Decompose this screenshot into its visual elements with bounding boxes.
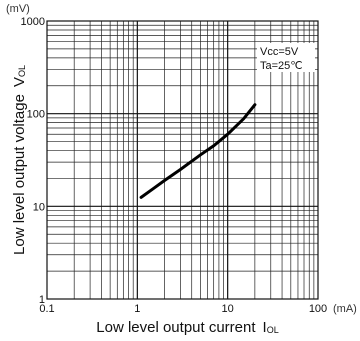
y-tick-label: 1 xyxy=(39,294,45,306)
x-axis-title-symbol: I xyxy=(263,319,267,336)
y-axis-title-main: Low level output voltage xyxy=(11,94,28,255)
x-tick-labels: 0.1 1 10 100 xyxy=(39,303,327,315)
x-tick-label: 1 xyxy=(134,303,140,315)
annotation-ta: Ta=25℃ xyxy=(260,60,303,72)
minor-grid xyxy=(47,21,318,299)
series-line xyxy=(139,103,257,199)
x-tick-label: 100 xyxy=(309,303,327,315)
x-tick-label: 0.1 xyxy=(39,303,54,315)
annotation-background xyxy=(257,43,315,72)
y-tick-labels: 1 10 100 1000 xyxy=(21,16,45,306)
x-axis-title: Low level output current IOL xyxy=(96,319,278,336)
x-axis-title-subscript: OL xyxy=(267,325,279,335)
y-unit-label: (mV) xyxy=(6,3,30,15)
y-tick-label: 10 xyxy=(33,201,45,213)
x-tick-label: 10 xyxy=(222,303,234,315)
major-grid xyxy=(47,21,318,299)
y-tick-label: 1000 xyxy=(21,16,45,28)
x-unit-label: (mA) xyxy=(333,303,357,315)
y-axis-title-symbol: V xyxy=(11,77,28,87)
condition-annotation: Vcc=5V Ta=25℃ xyxy=(257,43,315,72)
y-axis-title-subscript: OL xyxy=(17,65,27,77)
plot-frame xyxy=(46,20,319,300)
annotation-vcc: Vcc=5V xyxy=(260,46,299,58)
x-axis-title-main: Low level output current xyxy=(96,319,256,336)
y-tick-label: 100 xyxy=(27,109,45,121)
y-axis-title: Low level output voltage VOL xyxy=(11,65,28,255)
